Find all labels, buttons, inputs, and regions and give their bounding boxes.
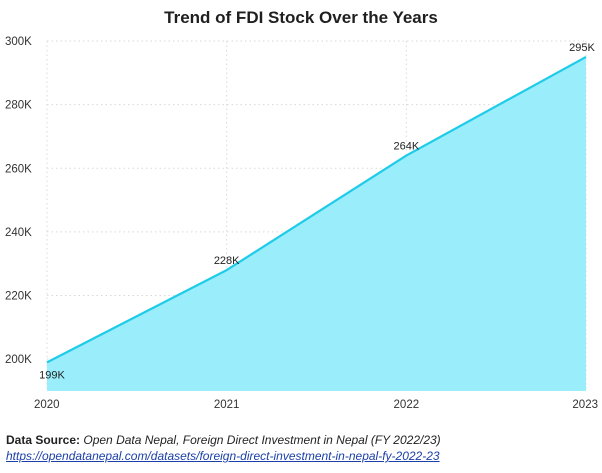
area-fill <box>47 56 586 392</box>
source-block: Data Source: Open Data Nepal, Foreign Di… <box>6 432 441 464</box>
data-label: 295K <box>569 42 595 54</box>
y-tick-label: 280K <box>5 100 32 112</box>
data-label: 264K <box>393 141 419 153</box>
line-layer <box>46 55 587 364</box>
source-link[interactable]: https://opendatanepal.com/datasets/forei… <box>6 449 440 463</box>
source-line: Data Source: Open Data Nepal, Foreign Di… <box>6 432 441 448</box>
y-axis-ticks: 200K 220K 240K 260K 280K 300K <box>5 36 32 366</box>
x-axis-ticks: 2020 2021 2022 2023 <box>34 399 598 411</box>
y-tick-label: 300K <box>5 36 32 48</box>
x-tick-label: 2023 <box>572 399 598 411</box>
data-labels: 199K 228K 264K 295K <box>39 42 595 381</box>
source-text: Open Data Nepal, Foreign Direct Investme… <box>83 433 441 447</box>
x-tick-label: 2021 <box>214 399 240 411</box>
y-tick-label: 200K <box>5 354 32 366</box>
area-layer <box>47 56 586 392</box>
y-tick-label: 260K <box>5 163 32 175</box>
chart-title: Trend of FDI Stock Over the Years <box>164 8 438 27</box>
x-tick-label: 2020 <box>34 399 60 411</box>
data-label: 199K <box>39 369 65 381</box>
series-line <box>46 55 587 364</box>
x-tick-label: 2022 <box>394 399 420 411</box>
y-tick-label: 240K <box>5 227 32 239</box>
data-label: 228K <box>214 255 240 267</box>
source-label: Data Source: <box>6 433 81 447</box>
y-tick-label: 220K <box>5 291 32 303</box>
